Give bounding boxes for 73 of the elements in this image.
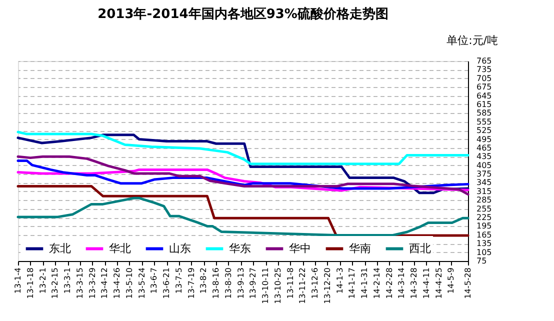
x-tick-label: 13-12-6 (310, 268, 320, 299)
legend-label: 华东 (229, 242, 251, 255)
chart-title: 2013年-2014年国内各地区93%硫酸价格走势图 (98, 6, 388, 22)
x-tick-label: 14-1-17 (348, 268, 357, 299)
x-tick-label: 13-1-18 (26, 268, 35, 299)
y-tick-label: 255 (476, 204, 492, 214)
x-tick-label: 13-11-8 (286, 268, 295, 299)
x-tick-label: 13-10-25 (273, 268, 282, 304)
y-tick-label: 735 (476, 65, 492, 74)
y-tick-label: 135 (476, 239, 492, 248)
x-tick-label: 14-4-25 (434, 268, 444, 299)
line-series (16, 155, 470, 196)
x-tick-label: 13-2-1 (38, 268, 48, 294)
x-tick-label: 14-4-11 (422, 268, 431, 299)
y-tick-label: 105 (476, 248, 492, 257)
y-tick-label: 285 (476, 196, 492, 205)
legend-label: 华南 (349, 242, 371, 255)
x-tick-label: 13-7-5 (174, 268, 184, 294)
y-tick-label: 405 (476, 160, 492, 170)
y-tick-label: 375 (476, 170, 492, 179)
x-tick-label: 14-1-3 (335, 268, 344, 294)
x-tick-label: 13-11-22 (298, 268, 308, 304)
y-tick-label: 615 (476, 100, 492, 109)
y-tick-label: 765 (476, 56, 492, 66)
legend-label: 华北 (109, 242, 131, 255)
legend-label: 山东 (169, 242, 191, 255)
legend-label: 西北 (409, 242, 431, 255)
x-tick-label: 13-4-26 (112, 268, 122, 299)
x-tick-label: 14-5-28 (464, 268, 472, 299)
y-tick-label: 465 (476, 143, 492, 152)
y-tick-label: 495 (476, 134, 492, 144)
x-tick-label: 13-8-16 (212, 268, 221, 299)
line-series (16, 196, 470, 236)
x-tick-label: 13-3-29 (88, 268, 97, 299)
x-tick-label: 13-3-15 (75, 268, 84, 299)
y-tick-label: 675 (476, 82, 492, 92)
y-tick-label: 315 (476, 186, 492, 196)
x-tick-label: 14-2-14 (372, 268, 382, 299)
x-tick-label: 13-8-30 (224, 268, 233, 299)
y-tick-label: 555 (476, 117, 492, 126)
legend-label: 东北 (49, 242, 71, 255)
y-tick-label: 75 (476, 256, 487, 266)
x-tick-label: 13-8-2 (199, 268, 208, 294)
y-tick-label: 585 (476, 108, 492, 118)
x-tick-label: 14-5-9 (446, 268, 456, 294)
x-tick-label: 14-3-28 (410, 268, 419, 299)
y-tick-label: 525 (476, 126, 492, 136)
legend-label: 华中 (289, 242, 311, 255)
x-tick-label: 13-9-27 (248, 268, 258, 299)
x-tick-label: 13-6-7 (150, 268, 159, 294)
x-tick-label: 14-1-31 (360, 268, 370, 299)
x-tick-label: 13-9-13 (236, 268, 246, 299)
y-tick-label: 645 (476, 91, 492, 100)
x-tick-label: 13-4-12 (100, 268, 110, 299)
x-tick-label: 14-2-28 (384, 268, 394, 299)
x-tick-label: 13-6-21 (162, 268, 172, 299)
line-series (16, 130, 470, 166)
x-tick-label: 13-3-1 (63, 268, 72, 294)
x-tick-label: 13-10-11 (261, 268, 270, 304)
x-tick-label: 13-5-10 (124, 268, 134, 299)
x-tick-label: 13-7-19 (186, 268, 196, 299)
x-tick-label: 13-5-24 (137, 268, 146, 299)
text: 单位:元/吨 (446, 34, 498, 47)
y-tick-label: 165 (476, 230, 492, 240)
x-tick-label: 14-3-14 (397, 268, 406, 299)
y-tick-label: 435 (476, 152, 492, 162)
y-tick-label: 195 (476, 222, 492, 231)
x-tick-label: 13-2-15 (50, 268, 60, 299)
y-tick-label: 345 (476, 178, 492, 188)
x-tick-label: 13-1-4 (14, 268, 22, 294)
y-tick-label: 705 (476, 74, 492, 83)
y-tick-label: 225 (476, 213, 492, 222)
x-tick-label: 13-12-20 (322, 268, 332, 304)
